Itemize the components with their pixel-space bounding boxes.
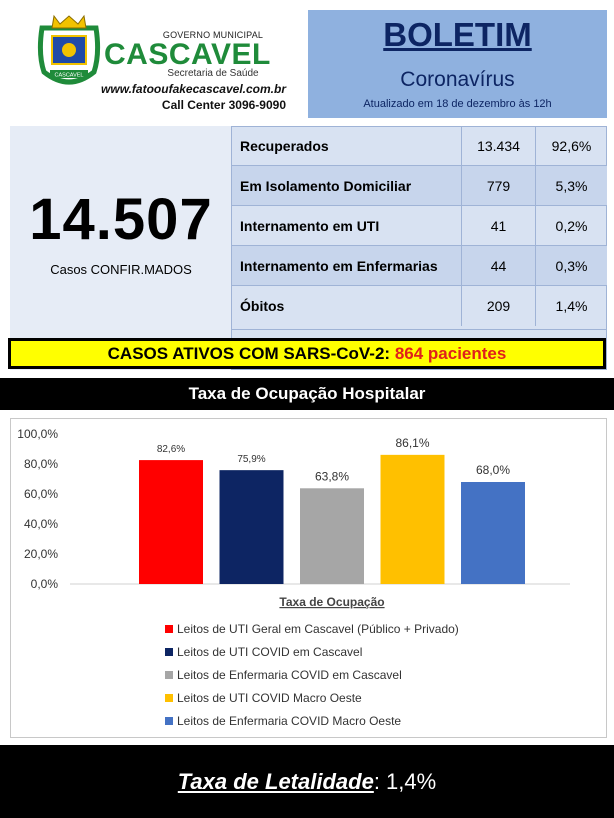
legend-label: Leitos de Enfermaria COVID em Cascavel <box>177 668 402 682</box>
stats-row-label: Em Isolamento Domiciliar <box>240 178 412 194</box>
website-link[interactable]: www.fatooufakecascavel.com.br <box>101 82 286 96</box>
bar-value-label: 63,8% <box>315 469 349 483</box>
y-tick-label: 0,0% <box>31 577 59 591</box>
stats-row-home-isolation: Em Isolamento Domiciliar 779 5,3% <box>232 166 607 206</box>
stats-row-percent: 1,4% <box>535 286 607 326</box>
total-confirmed-cases: 14.507 <box>29 187 213 252</box>
call-center-label: Call Center 3096-9090 <box>161 98 286 112</box>
legend-swatch <box>165 648 173 656</box>
stats-row-value: 779 <box>461 166 535 206</box>
y-tick-label: 40,0% <box>24 517 58 531</box>
stats-row-value: 13.434 <box>461 126 535 166</box>
bulletin-updated: Atualizado em 18 de dezembro às 12h <box>363 98 552 110</box>
lethality-value: : 1,4% <box>373 769 437 794</box>
y-tick-label: 60,0% <box>24 487 58 501</box>
stats-row-value: 44 <box>461 246 535 286</box>
svg-text:CASCAVEL: CASCAVEL <box>55 73 84 79</box>
stats-row-icu: Internamento em UTI 41 0,2% <box>232 206 607 246</box>
bar-value-label: 75,9% <box>237 454 265 465</box>
bar-0 <box>139 460 203 584</box>
x-axis-title: Taxa de Ocupação <box>279 595 384 609</box>
active-cases-label: CASOS ATIVOS COM SARS-CoV-2: <box>107 344 391 363</box>
active-cases-banner: CASOS ATIVOS COM SARS-CoV-2: 864 pacient… <box>8 338 606 369</box>
bar-value-label: 86,1% <box>395 436 429 450</box>
lethality-label: Taxa de Letalidade <box>177 769 374 794</box>
lethality-footer: Taxa de Letalidade: 1,4% <box>0 745 614 818</box>
stats-row-ward: Internamento em Enfermarias 44 0,3% <box>232 246 607 286</box>
legend-swatch <box>165 694 173 702</box>
bulletin-subtitle: Coronavírus <box>400 68 515 91</box>
y-tick-label: 100,0% <box>17 427 58 441</box>
bar-3 <box>380 454 445 584</box>
legend-swatch <box>165 671 173 679</box>
legend-label: Leitos de UTI COVID Macro Oeste <box>177 691 362 705</box>
government-label: GOVERNO MUNICIPAL <box>162 30 264 40</box>
active-cases-value: 864 pacientes <box>394 344 507 363</box>
bulletin-title: BOLETIM <box>383 16 532 53</box>
y-tick-label: 80,0% <box>24 457 58 471</box>
stats-row-percent: 92,6% <box>535 126 607 166</box>
total-cases-box <box>10 126 232 370</box>
bar-value-label: 82,6% <box>157 444 185 455</box>
legend-label: Leitos de UTI COVID em Cascavel <box>177 645 363 659</box>
legend-swatch <box>165 625 173 633</box>
bar-1 <box>219 470 284 584</box>
chart-header: Taxa de Ocupação Hospitalar <box>0 378 614 410</box>
stats-row-label: Internamento em UTI <box>240 218 380 234</box>
legend-label: Leitos de Enfermaria COVID Macro Oeste <box>177 714 402 728</box>
stats-row-percent: 5,3% <box>535 166 607 206</box>
legend-swatch <box>165 717 173 725</box>
stats-row-value: 41 <box>461 206 535 246</box>
stats-row-label: Óbitos <box>240 298 285 314</box>
stats-row-percent: 0,3% <box>535 246 607 286</box>
secretaria-label: Secretaria de Saúde <box>167 68 259 79</box>
stats-row-percent: 0,2% <box>535 206 607 246</box>
stats-row-deaths: Óbitos 209 1,4% <box>232 286 607 330</box>
stats-row-label: Internamento em Enfermarias <box>240 258 438 274</box>
total-confirmed-label: Casos CONFIR.MADOS <box>50 262 192 277</box>
bar-value-label: 68,0% <box>476 463 510 477</box>
occupancy-bar-chart: 0,0% 20,0% 40,0% 60,0% 80,0% 100,0% 82,6% 75,9%… <box>17 427 570 609</box>
bulletin-panel <box>308 10 607 118</box>
stats-row-recovered: Recuperados 13.434 92,6% <box>232 126 607 166</box>
stats-row-value: 209 <box>461 286 535 326</box>
cascavel-coat-of-arms-logo: CASCAVEL <box>37 14 101 85</box>
bar-2 <box>300 488 364 584</box>
y-tick-label: 20,0% <box>24 547 58 561</box>
stats-row-label: Recuperados <box>240 138 329 154</box>
city-name: CASCAVEL <box>104 38 271 71</box>
legend-label: Leitos de UTI Geral em Cascavel (Público… <box>177 622 459 636</box>
bar-4 <box>461 482 525 584</box>
